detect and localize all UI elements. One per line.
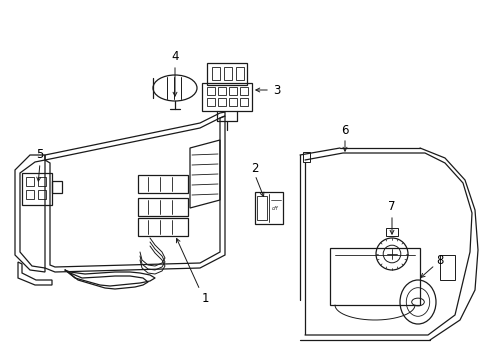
- Text: 1: 1: [201, 292, 208, 305]
- Text: 4: 4: [171, 50, 179, 63]
- Text: 6: 6: [341, 123, 348, 136]
- Text: 7: 7: [387, 201, 395, 213]
- Text: 5: 5: [36, 148, 43, 162]
- Text: 2: 2: [251, 162, 258, 175]
- Text: 8: 8: [435, 253, 443, 266]
- Text: off: off: [272, 206, 278, 211]
- Text: 3: 3: [273, 84, 280, 96]
